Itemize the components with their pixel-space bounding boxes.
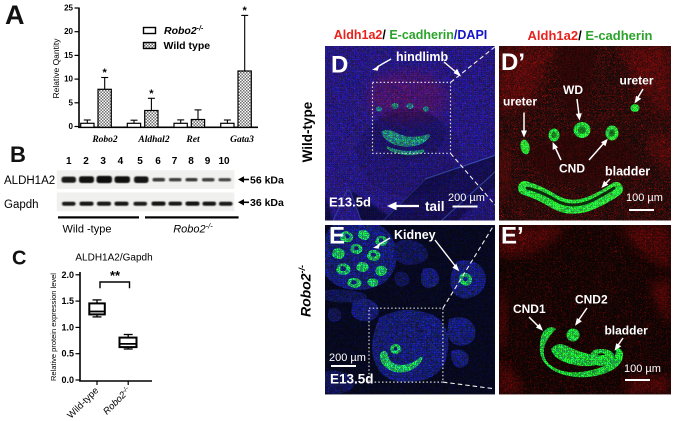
svg-text:ALDH1A2/Gapdh: ALDH1A2/Gapdh bbox=[75, 253, 152, 264]
svg-text:Aldhal2: Aldhal2 bbox=[137, 135, 169, 145]
svg-text:CND1: CND1 bbox=[513, 302, 546, 316]
svg-text:Wild type: Wild type bbox=[164, 40, 211, 52]
svg-text:CND2: CND2 bbox=[575, 293, 608, 307]
svg-text:200 µm: 200 µm bbox=[448, 192, 485, 204]
svg-text:ALDH1A2: ALDH1A2 bbox=[4, 175, 55, 187]
svg-text:E’: E’ bbox=[501, 225, 524, 249]
svg-text:*: * bbox=[243, 5, 248, 17]
svg-text:Robo2: Robo2 bbox=[91, 135, 118, 145]
svg-text:B: B bbox=[10, 142, 26, 167]
svg-text:7: 7 bbox=[172, 156, 178, 167]
svg-text:1.0: 1.0 bbox=[61, 322, 74, 332]
svg-text:D’: D’ bbox=[501, 49, 525, 76]
svg-text:2: 2 bbox=[83, 156, 89, 167]
svg-text:C: C bbox=[12, 248, 26, 270]
svg-text:6: 6 bbox=[155, 156, 161, 167]
svg-text:tail: tail bbox=[425, 199, 445, 214]
svg-text:56 kDa: 56 kDa bbox=[250, 174, 284, 186]
svg-text:E13.5d: E13.5d bbox=[330, 372, 373, 387]
svg-text:10: 10 bbox=[218, 156, 230, 167]
svg-text:ureter: ureter bbox=[620, 74, 654, 88]
svg-text:Gata3: Gata3 bbox=[230, 135, 254, 145]
svg-text:*: * bbox=[149, 88, 154, 100]
svg-text:WD: WD bbox=[563, 83, 583, 97]
svg-text:**: ** bbox=[110, 268, 121, 283]
svg-text:Wild-type: Wild-type bbox=[65, 385, 101, 421]
svg-text:0: 0 bbox=[69, 122, 74, 131]
svg-text:100 µm: 100 µm bbox=[624, 363, 661, 375]
svg-text:5: 5 bbox=[137, 156, 143, 167]
svg-text:100 µm: 100 µm bbox=[626, 192, 663, 204]
svg-text:ureter: ureter bbox=[503, 95, 537, 109]
svg-text:A: A bbox=[5, 0, 25, 30]
svg-text:1.5: 1.5 bbox=[61, 296, 74, 306]
svg-text:E: E bbox=[329, 225, 345, 249]
svg-text:1: 1 bbox=[66, 156, 72, 167]
svg-text:0.5: 0.5 bbox=[61, 349, 74, 359]
svg-text:2.0: 2.0 bbox=[61, 270, 74, 280]
svg-text:bladder: bladder bbox=[604, 324, 648, 338]
svg-text:Robo2-/-: Robo2-/- bbox=[164, 25, 204, 37]
svg-text:Ret: Ret bbox=[185, 135, 200, 145]
svg-text:E13.5d: E13.5d bbox=[329, 195, 371, 210]
svg-text:8: 8 bbox=[188, 156, 194, 167]
svg-text:Relative Qantity: Relative Qantity bbox=[51, 38, 61, 99]
svg-text:200 µm: 200 µm bbox=[329, 352, 366, 364]
svg-text:Gapdh: Gapdh bbox=[4, 199, 39, 211]
svg-text:Wild -type: Wild -type bbox=[63, 224, 112, 236]
svg-text:Robo2-/-: Robo2-/- bbox=[173, 222, 213, 236]
svg-text:10: 10 bbox=[64, 75, 73, 84]
svg-text:3: 3 bbox=[100, 156, 106, 167]
svg-text:36 kDa: 36 kDa bbox=[250, 197, 284, 209]
svg-text:4: 4 bbox=[118, 156, 124, 167]
svg-text:Relative protein expression le: Relative protein expression level bbox=[49, 273, 58, 381]
svg-text:0.0: 0.0 bbox=[61, 375, 74, 385]
svg-text:9: 9 bbox=[205, 156, 211, 167]
svg-text:15: 15 bbox=[64, 51, 73, 60]
svg-text:bladder: bladder bbox=[605, 165, 650, 179]
svg-text:CND: CND bbox=[559, 162, 585, 176]
svg-text:25: 25 bbox=[64, 4, 73, 13]
svg-text:D: D bbox=[331, 52, 348, 79]
svg-text:5: 5 bbox=[69, 98, 74, 107]
svg-text:*: * bbox=[103, 67, 108, 79]
svg-text:Kidney: Kidney bbox=[394, 228, 436, 242]
svg-text:Robo2-/-: Robo2-/- bbox=[101, 385, 134, 418]
svg-text:20: 20 bbox=[64, 27, 73, 36]
svg-text:hindlimb: hindlimb bbox=[396, 50, 448, 64]
